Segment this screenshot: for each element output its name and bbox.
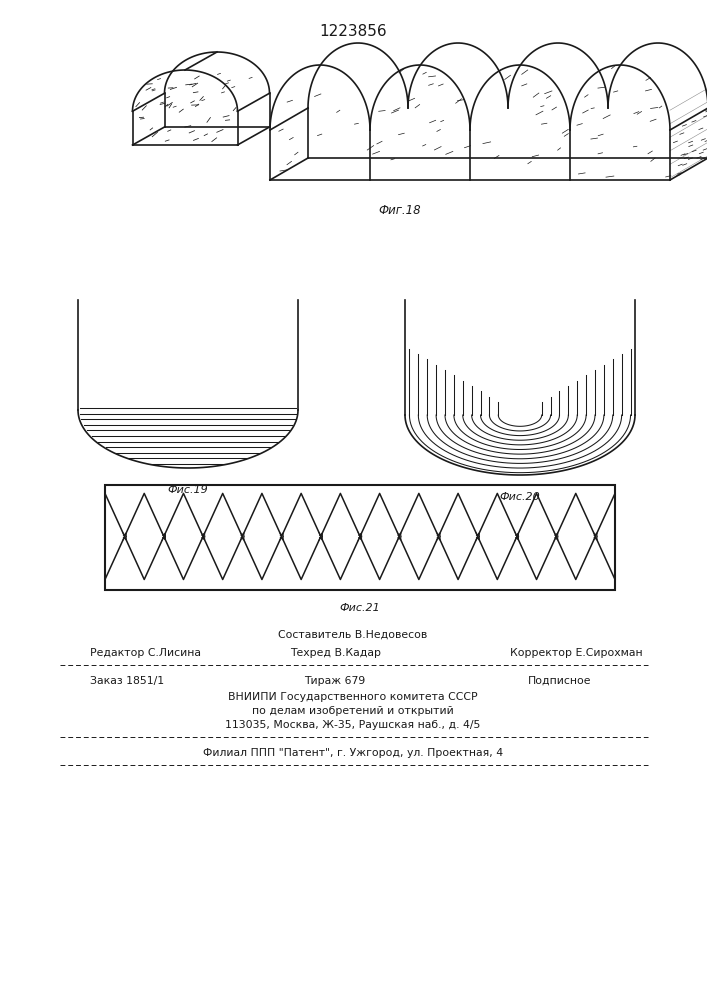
Text: Редактор С.Лисина: Редактор С.Лисина [90, 648, 201, 658]
Text: Составитель В.Недовесов: Составитель В.Недовесов [279, 630, 428, 640]
Text: ВНИИПИ Государственного комитета СССР: ВНИИПИ Государственного комитета СССР [228, 692, 478, 702]
Text: Заказ 1851/1: Заказ 1851/1 [90, 676, 164, 686]
Text: Подписное: Подписное [528, 676, 592, 686]
Text: по делам изобретений и открытий: по делам изобретений и открытий [252, 706, 454, 716]
Text: Корректор Е.Сирохман: Корректор Е.Сирохман [510, 648, 643, 658]
Text: 113035, Москва, Ж-35, Раушская наб., д. 4/5: 113035, Москва, Ж-35, Раушская наб., д. … [226, 720, 481, 730]
Text: 1223856: 1223856 [319, 24, 387, 39]
Text: Филиал ППП "Патент", г. Ужгород, ул. Проектная, 4: Филиал ППП "Патент", г. Ужгород, ул. Про… [203, 748, 503, 758]
Bar [105, 485, 615, 590]
Text: Техред В.Кадар: Техред В.Кадар [290, 648, 381, 658]
Text: Фиг.18: Фиг.18 [379, 204, 421, 217]
Text: Фис.21: Фис.21 [339, 603, 380, 613]
Text: Тираж 679: Тираж 679 [305, 676, 366, 686]
Text: Фис.19: Фис.19 [168, 485, 209, 495]
Text: Фис.20: Фис.20 [500, 492, 540, 502]
